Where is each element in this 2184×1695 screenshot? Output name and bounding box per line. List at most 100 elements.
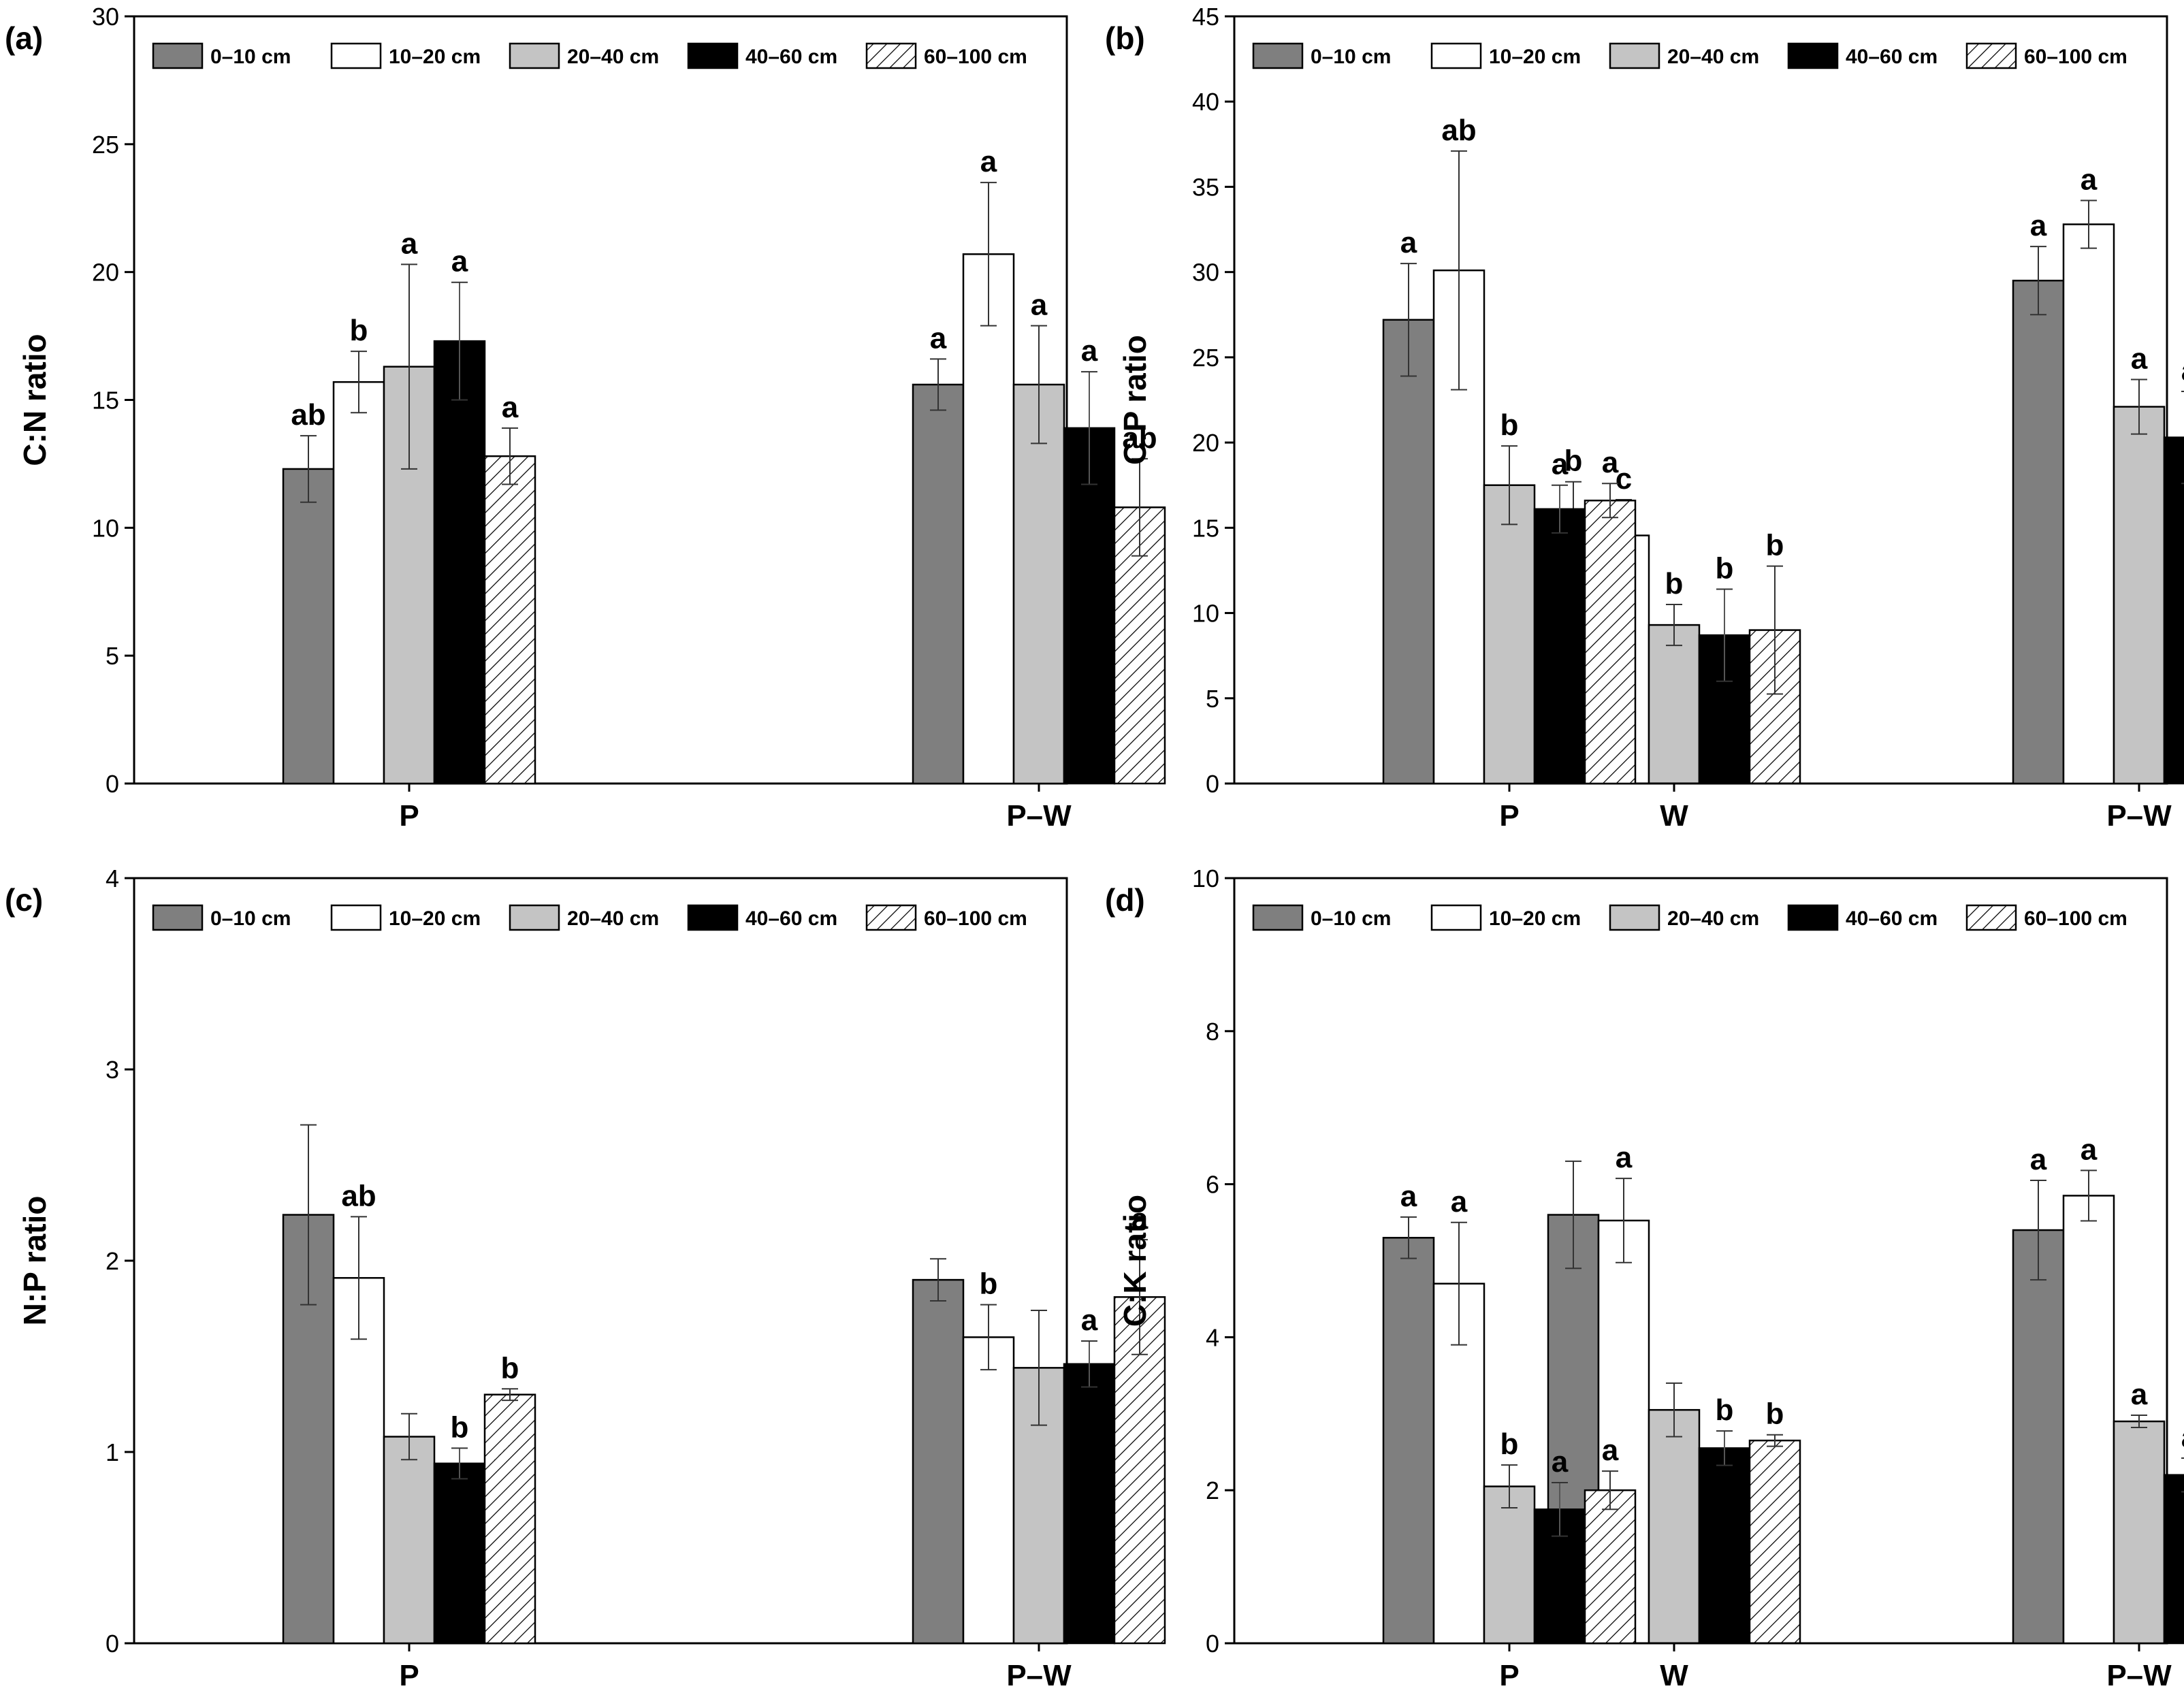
bar-40-60-P xyxy=(1533,508,1586,785)
x-category-label: W xyxy=(1660,1659,1688,1692)
legend-swatch-10-20 xyxy=(1430,42,1482,69)
legend-swatch-20-40 xyxy=(509,42,560,69)
legend-label-60-100: 60–100 cm xyxy=(924,46,1027,68)
significance-letter: ab xyxy=(341,1179,376,1212)
significance-letter: b xyxy=(1500,1427,1519,1461)
panel-letter: (d) xyxy=(1105,882,1145,918)
significance-letter: a xyxy=(1616,1141,1633,1174)
significance-letter: ab xyxy=(291,398,325,432)
legend-swatch-40-60 xyxy=(1787,42,1839,69)
legend-swatch-60-100 xyxy=(865,42,917,69)
significance-letter: a xyxy=(401,227,418,260)
significance-letter: b xyxy=(1500,408,1519,442)
legend-label-0-10: 0–10 cm xyxy=(1311,46,1391,68)
bar-60-100-P xyxy=(483,1393,536,1645)
legend-swatch-20-40 xyxy=(509,904,560,931)
legend-label-20-40: 20–40 cm xyxy=(567,907,659,930)
significance-letter: a xyxy=(2081,163,2098,196)
legend-swatch-40-60 xyxy=(687,904,739,931)
significance-letter: a xyxy=(1552,1445,1569,1479)
significance-letter: a xyxy=(1031,289,1048,322)
significance-letter: b xyxy=(1716,551,1734,585)
legend: 0–10 cm 10–20 cm 20–40 cm 40–60 cm 60–100 cm xyxy=(152,42,1027,69)
plot-frame xyxy=(1233,877,2168,1645)
significance-letter: b xyxy=(980,1268,998,1301)
bar-10-20-P–W xyxy=(962,1336,1015,1645)
x-category-label: P xyxy=(1499,799,1519,833)
y-tick-label: 35 xyxy=(1192,173,1219,201)
significance-letter: a xyxy=(1131,1202,1149,1236)
significance-letter: a xyxy=(1400,1180,1417,1213)
legend: 0–10 cm 10–20 cm 20–40 cm 40–60 cm 60–100 cm xyxy=(152,904,1027,931)
legend-swatch-20-40 xyxy=(1609,904,1660,931)
y-tick-label: 2 xyxy=(1206,1476,1219,1504)
bar-20-40-P xyxy=(383,1436,436,1645)
legend-label-20-40: 20–40 cm xyxy=(1667,907,1759,930)
plot-frame xyxy=(1233,15,2168,785)
significance-letter: a xyxy=(1081,334,1098,368)
bar-20-40-P–W xyxy=(2113,1420,2166,1645)
significance-letter: a xyxy=(1400,226,1417,259)
legend-label-0-10: 0–10 cm xyxy=(210,907,291,930)
bar-0-10-P–W xyxy=(912,383,965,785)
x-category-label: P–W xyxy=(2106,799,2172,833)
significance-letter: b xyxy=(1766,529,1784,562)
y-axis-label: N:P ratio xyxy=(17,1196,52,1326)
bar-60-100-W xyxy=(1748,1439,1801,1645)
significance-letter: b xyxy=(501,1351,519,1385)
y-tick-label: 25 xyxy=(1192,344,1219,372)
bar-60-100-P xyxy=(483,455,536,785)
legend-label-20-40: 20–40 cm xyxy=(1667,46,1759,68)
significance-letter: a xyxy=(980,145,997,178)
legend-label-10-20: 10–20 cm xyxy=(389,46,481,68)
legend-swatch-0-10 xyxy=(152,42,204,69)
significance-letter: b xyxy=(1716,1393,1734,1427)
significance-letter: a xyxy=(930,321,947,355)
legend-swatch-60-100 xyxy=(1965,42,2017,69)
significance-letter: c xyxy=(1616,462,1632,496)
bar-20-40-P xyxy=(1483,1485,1536,1645)
significance-letter: b xyxy=(1766,1398,1784,1431)
legend-label-10-20: 10–20 cm xyxy=(1489,907,1581,930)
significance-letter: a xyxy=(2131,1378,2148,1411)
x-category-label: P xyxy=(1499,1659,1519,1692)
legend-label-60-100: 60–100 cm xyxy=(2024,46,2127,68)
bar-10-20-P–W xyxy=(2062,223,2115,785)
legend-label-20-40: 20–40 cm xyxy=(567,46,659,68)
y-tick-label: 10 xyxy=(92,514,119,542)
significance-letter: a xyxy=(2131,342,2148,375)
y-tick-label: 15 xyxy=(92,387,119,415)
x-category-label: P–W xyxy=(1006,799,1072,833)
legend-swatch-40-60 xyxy=(687,42,739,69)
legend-label-40-60: 40–60 cm xyxy=(745,907,837,930)
bar-40-60-W xyxy=(1698,1447,1751,1645)
y-tick-label: 5 xyxy=(106,642,119,670)
bar-40-60-P xyxy=(433,340,486,785)
y-tick-label: 1 xyxy=(106,1438,119,1466)
significance-letter: a xyxy=(1081,1304,1098,1337)
y-tick-label: 45 xyxy=(1192,3,1219,31)
bar-10-20-P–W xyxy=(2062,1195,2115,1645)
y-tick-label: 2 xyxy=(106,1247,119,1275)
legend-label-60-100: 60–100 cm xyxy=(924,907,1027,930)
legend-label-0-10: 0–10 cm xyxy=(210,46,291,68)
legend-swatch-40-60 xyxy=(1787,904,1839,931)
bar-20-40-W xyxy=(1648,624,1701,785)
significance-letter: a xyxy=(2030,1143,2047,1176)
legend-label-10-20: 10–20 cm xyxy=(389,907,481,930)
significance-letter: a xyxy=(2030,209,2047,242)
panel-letter: (b) xyxy=(1105,20,1145,56)
bar-10-20-P xyxy=(332,381,385,785)
legend: 0–10 cm 10–20 cm 20–40 cm 40–60 cm 60–100 cm xyxy=(1252,904,2127,931)
bar-0-10-P–W xyxy=(912,1278,965,1645)
y-tick-label: 0 xyxy=(106,770,119,798)
bar-40-60-P–W xyxy=(2163,436,2184,785)
legend-swatch-60-100 xyxy=(1965,904,2017,931)
y-tick-label: 30 xyxy=(92,3,119,31)
legend-label-10-20: 10–20 cm xyxy=(1489,46,1581,68)
y-tick-label: 25 xyxy=(92,131,119,159)
x-category-label: P–W xyxy=(2106,1659,2172,1692)
